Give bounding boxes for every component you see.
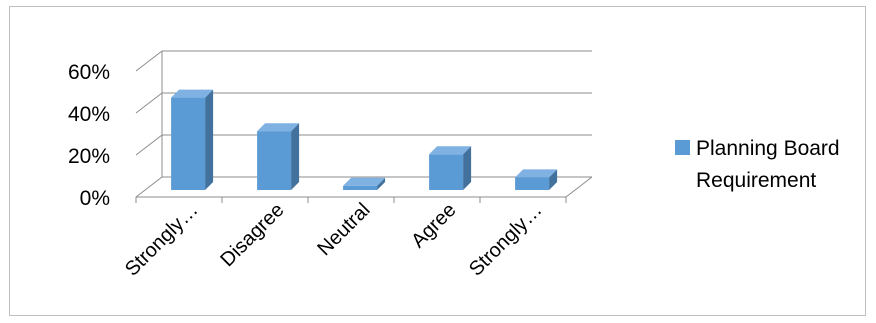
gridline-side — [135, 92, 163, 114]
bar-front — [171, 97, 206, 190]
bar — [343, 177, 386, 190]
gridline-side — [135, 50, 163, 72]
x-category-label: Strongly… — [465, 199, 547, 281]
bar-top — [515, 169, 558, 178]
legend-label-line2: Requirement — [696, 169, 816, 192]
bars — [171, 89, 558, 190]
bar — [429, 146, 472, 190]
bar-front — [429, 154, 464, 190]
bar-front — [343, 185, 378, 190]
bar-front — [515, 177, 550, 190]
bar — [257, 123, 300, 190]
bar-side — [549, 169, 558, 190]
y-axis-ticks: 0% 20% 40% 60% — [68, 61, 110, 210]
x-category-label: Disagree — [216, 199, 288, 271]
chart-frame: 0% 20% 40% 60% Strongly… Disagree Neutral Agre… — [9, 6, 866, 316]
bar-top — [257, 123, 300, 132]
y-tick-label: 40% — [68, 103, 110, 126]
bar-chart: 0%20%40%60% Strongly… Disagree Neutral Agre… — [68, 50, 840, 281]
bar-top — [171, 89, 214, 98]
bar-front — [257, 131, 292, 190]
y-tick-label: 0% — [80, 187, 110, 210]
bar-top — [429, 146, 472, 155]
legend-label-line1: Planning Board — [696, 137, 840, 160]
legend-swatch — [675, 140, 690, 155]
bar — [515, 169, 558, 190]
x-category-label: Strongly… — [121, 199, 203, 281]
floor-side-edge — [565, 176, 593, 198]
x-category-label: Neutral — [313, 199, 374, 260]
x-axis-labels: Strongly… Disagree Neutral Agree Strongly… — [121, 199, 547, 281]
y-tick-label: 20% — [68, 145, 110, 168]
bar-side — [463, 146, 472, 190]
y-tick-label: 60% — [68, 61, 110, 84]
gridline-side — [135, 134, 163, 156]
gridline-side — [135, 176, 163, 198]
bar-top — [343, 177, 386, 186]
bar-side — [291, 123, 300, 190]
x-category-label: Agree — [407, 199, 460, 252]
bar-side — [205, 89, 214, 190]
gridlines — [135, 50, 593, 203]
bar-side — [377, 177, 386, 190]
legend: Planning Board Requirement — [675, 137, 840, 192]
bar — [171, 89, 214, 190]
